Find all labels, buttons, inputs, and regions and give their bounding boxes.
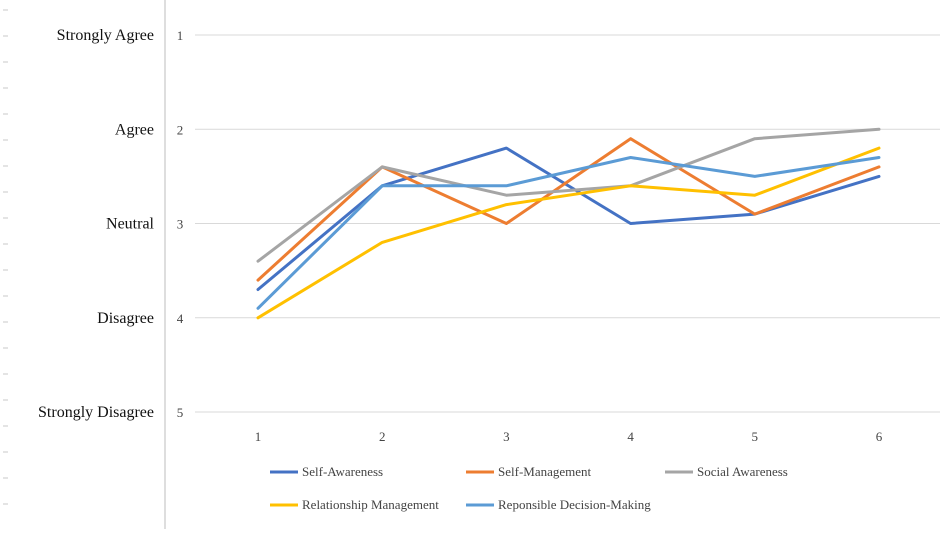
y-tick-labels: 1 2 3 4 5 — [177, 28, 184, 420]
y-category-label: Agree — [115, 121, 154, 138]
x-tick-label: 6 — [876, 429, 883, 444]
x-tick-label: 1 — [255, 429, 262, 444]
legend-label: Self-Awareness — [302, 464, 383, 479]
y-tick-label: 2 — [177, 122, 184, 137]
series-line-3 — [256, 127, 881, 263]
legend: Self-Awareness Self-Management Social Awar… — [270, 464, 788, 512]
series-line-5 — [256, 156, 881, 310]
legend-label: Social Awareness — [697, 464, 788, 479]
legend-label: Self-Management — [498, 464, 592, 479]
series-line-1 — [256, 146, 881, 291]
series-line-4 — [256, 146, 881, 320]
legend-label: Relationship Management — [302, 497, 439, 512]
y-category-label: Strongly Disagree — [38, 404, 154, 421]
y-category-label: Strongly Agree — [57, 27, 154, 44]
x-tick-label: 2 — [379, 429, 386, 444]
y-tick-label: 5 — [177, 405, 184, 420]
series-lines — [256, 127, 881, 320]
y-tick-label: 3 — [177, 217, 184, 232]
y-tick-label: 4 — [177, 311, 184, 326]
x-tick-label: 3 — [503, 429, 510, 444]
y-tick-label: 1 — [177, 28, 184, 43]
legend-label: Reponsible Decision-Making — [498, 497, 651, 512]
y-category-labels: Strongly Agree Agree Neutral Disagree Strong… — [38, 27, 155, 421]
series-line-2 — [256, 137, 881, 282]
x-tick-label: 5 — [752, 429, 759, 444]
axis-layer — [3, 0, 166, 529]
y-category-label: Disagree — [97, 310, 154, 327]
x-tick-label: 4 — [627, 429, 634, 444]
y-category-label: Neutral — [106, 216, 155, 233]
x-tick-labels: 1 2 3 4 5 6 — [255, 429, 883, 444]
